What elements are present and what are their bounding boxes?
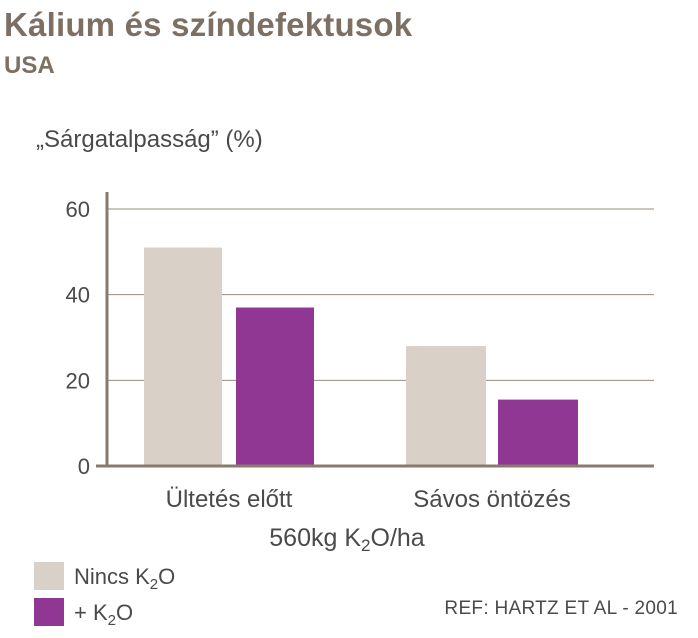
legend-swatch-1: [34, 562, 64, 590]
y-axis-label: „Sárgatalpasság” (%): [36, 126, 263, 153]
legend-label-1: Nincs K2O: [74, 564, 175, 593]
y-tick-label-20: 20: [66, 368, 90, 393]
reference-note: REF: HARTZ ET AL - 2001: [444, 598, 678, 619]
bar-1-series-2: [236, 307, 314, 466]
x-tick-label-2: Sávos öntözés: [413, 486, 570, 513]
legend-swatch-2: [34, 598, 64, 626]
y-tick-label-40: 40: [66, 283, 90, 308]
chart-subtitle: USA: [4, 52, 55, 79]
x-axis-title: 560kg K2O/ha: [269, 524, 425, 555]
bar-1-series-1: [144, 247, 222, 466]
chart-title: Kálium és színdefektusok: [4, 6, 413, 43]
y-tick-label-60: 60: [66, 197, 90, 222]
y-tick-label-0: 0: [78, 454, 90, 479]
bar-2-series-2: [498, 399, 578, 466]
legend-label-2: + K2O: [74, 600, 133, 629]
x-tick-label-1: Ültetés előtt: [166, 486, 293, 513]
bar-2-series-1: [406, 346, 486, 466]
